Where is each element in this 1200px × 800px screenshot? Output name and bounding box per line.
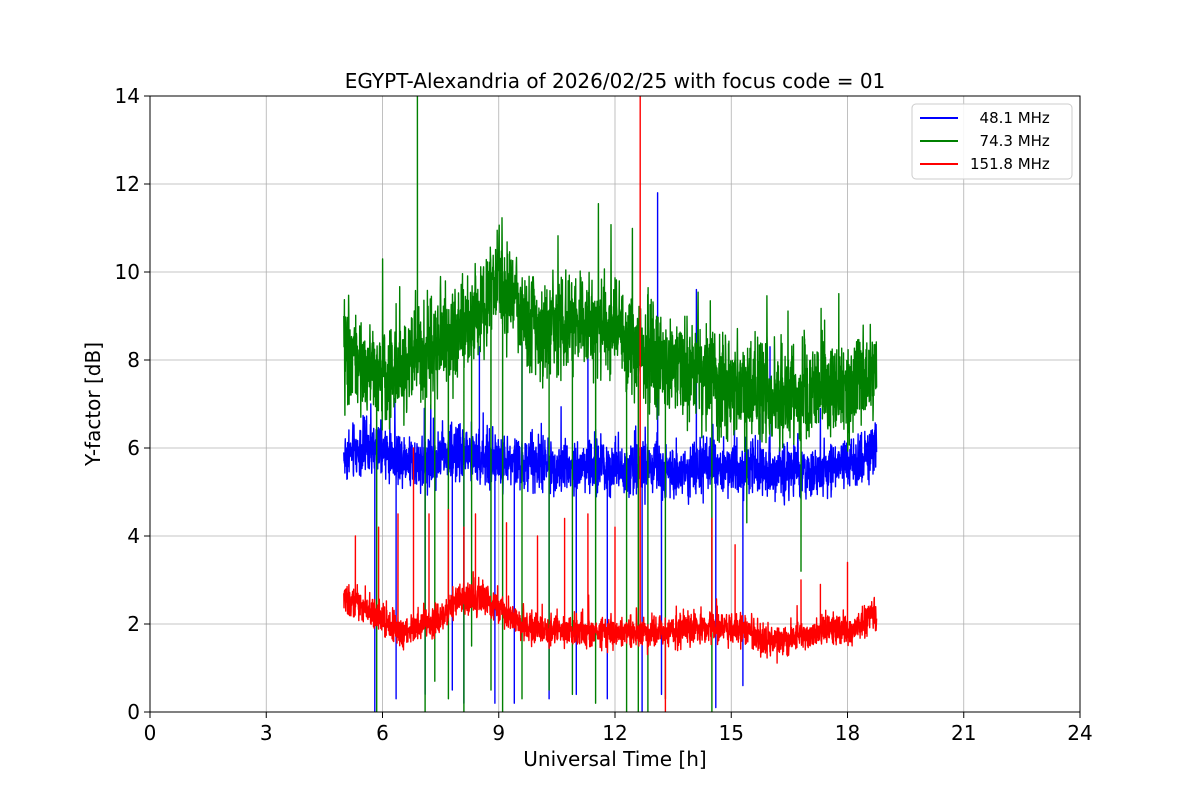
x-tick-label: 9	[492, 721, 505, 745]
y-tick-label: 6	[127, 436, 140, 460]
series-line-0	[343, 192, 878, 712]
y-tick-label: 10	[115, 260, 140, 284]
legend-label-2: 151.8 MHz	[970, 155, 1050, 173]
x-tick-label: 0	[144, 721, 157, 745]
x-axis-label: Universal Time [h]	[523, 747, 706, 771]
x-tick-label: 18	[835, 721, 860, 745]
y-tick-label: 14	[115, 84, 140, 108]
y-tick-label: 4	[127, 524, 140, 548]
legend-label-0: 48.1 MHz	[970, 109, 1050, 127]
x-tick-label: 12	[602, 721, 627, 745]
y-tick-label: 2	[127, 612, 140, 636]
x-tick-label: 3	[260, 721, 273, 745]
x-tick-label: 24	[1067, 721, 1092, 745]
y-tick-label: 0	[127, 700, 140, 724]
series-line-2	[343, 96, 878, 712]
y-tick-label: 12	[115, 172, 140, 196]
x-tick-label: 21	[951, 721, 976, 745]
x-tick-label: 6	[376, 721, 389, 745]
legend-box	[911, 103, 1073, 180]
series-line-1	[343, 96, 878, 712]
series-lines	[343, 96, 878, 712]
legend-label-1: 74.3 MHz	[970, 132, 1050, 150]
y-axis-label: Y-factor [dB]	[81, 342, 105, 467]
legend: 48.1 MHz 74.3 MHz 151.8 MHz	[911, 103, 1073, 180]
chart-title: EGYPT-Alexandria of 2026/02/25 with focu…	[345, 69, 886, 93]
y-tick-label: 8	[127, 348, 140, 372]
x-tick-label: 15	[719, 721, 744, 745]
